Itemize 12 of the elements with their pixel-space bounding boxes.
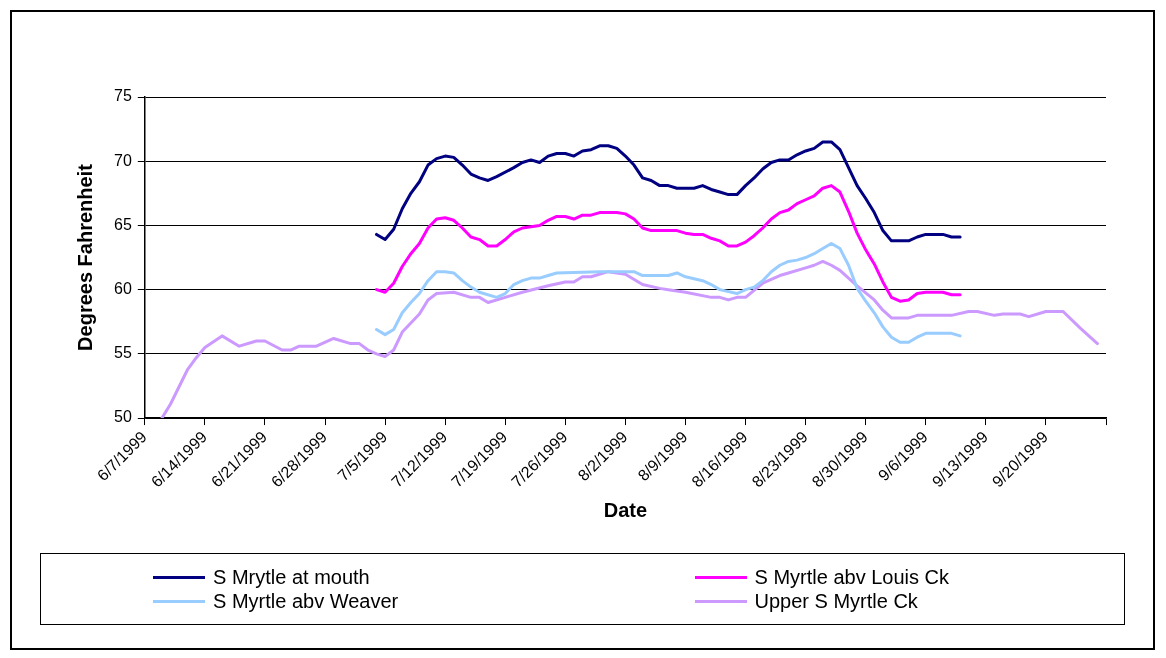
legend-label: S Myrtle abv Louis Ck xyxy=(754,565,950,589)
legend-label: S Myrtle abv Weaver xyxy=(213,589,399,613)
y-tick-label: 60 xyxy=(114,280,132,298)
y-axis-title: Degrees Fahrenheit xyxy=(73,163,96,351)
y-tick-label: 75 xyxy=(114,87,132,105)
y-tick-label: 65 xyxy=(114,215,132,233)
legend-label: S Mrytle at mouth xyxy=(213,565,370,589)
y-tick-label: 70 xyxy=(114,151,132,169)
legend-label: Upper S Myrtle Ck xyxy=(754,589,918,613)
y-tick-label: 50 xyxy=(114,408,132,426)
x-axis-title: Date xyxy=(603,498,648,521)
y-tick-label: 55 xyxy=(114,344,132,362)
